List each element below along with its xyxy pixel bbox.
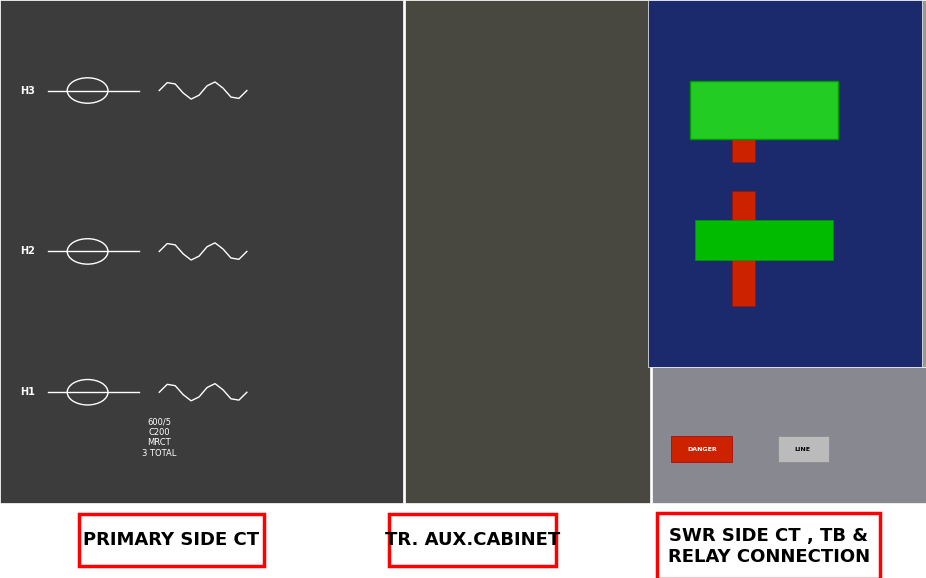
Text: H2: H2 [20,246,35,257]
Bar [652,367,926,503]
Text: SWR SIDE CT , TB &
RELAY CONNECTION: SWR SIDE CT , TB & RELAY CONNECTION [668,527,870,566]
Text: TR. AUX.CABINET: TR. AUX.CABINET [384,531,560,550]
Bar [648,0,922,367]
Bar [0,0,403,503]
Text: 600/5
C200
MRCT
3 TOTAL: 600/5 C200 MRCT 3 TOTAL [142,417,177,458]
Text: DANGER: DANGER [687,447,717,452]
Bar [405,0,650,503]
Bar [671,436,732,462]
Text: PRIMARY SIDE CT: PRIMARY SIDE CT [83,531,259,550]
FancyBboxPatch shape [389,514,556,566]
Bar [690,81,838,139]
FancyBboxPatch shape [79,514,264,566]
Bar [694,220,833,260]
FancyBboxPatch shape [657,513,880,578]
Bar [652,0,926,367]
Bar [732,110,755,162]
Bar [732,254,755,306]
Text: LINE: LINE [795,447,811,452]
Text: H1: H1 [20,387,35,397]
Text: H3: H3 [20,86,35,95]
Bar [732,191,755,243]
Bar [778,436,829,462]
